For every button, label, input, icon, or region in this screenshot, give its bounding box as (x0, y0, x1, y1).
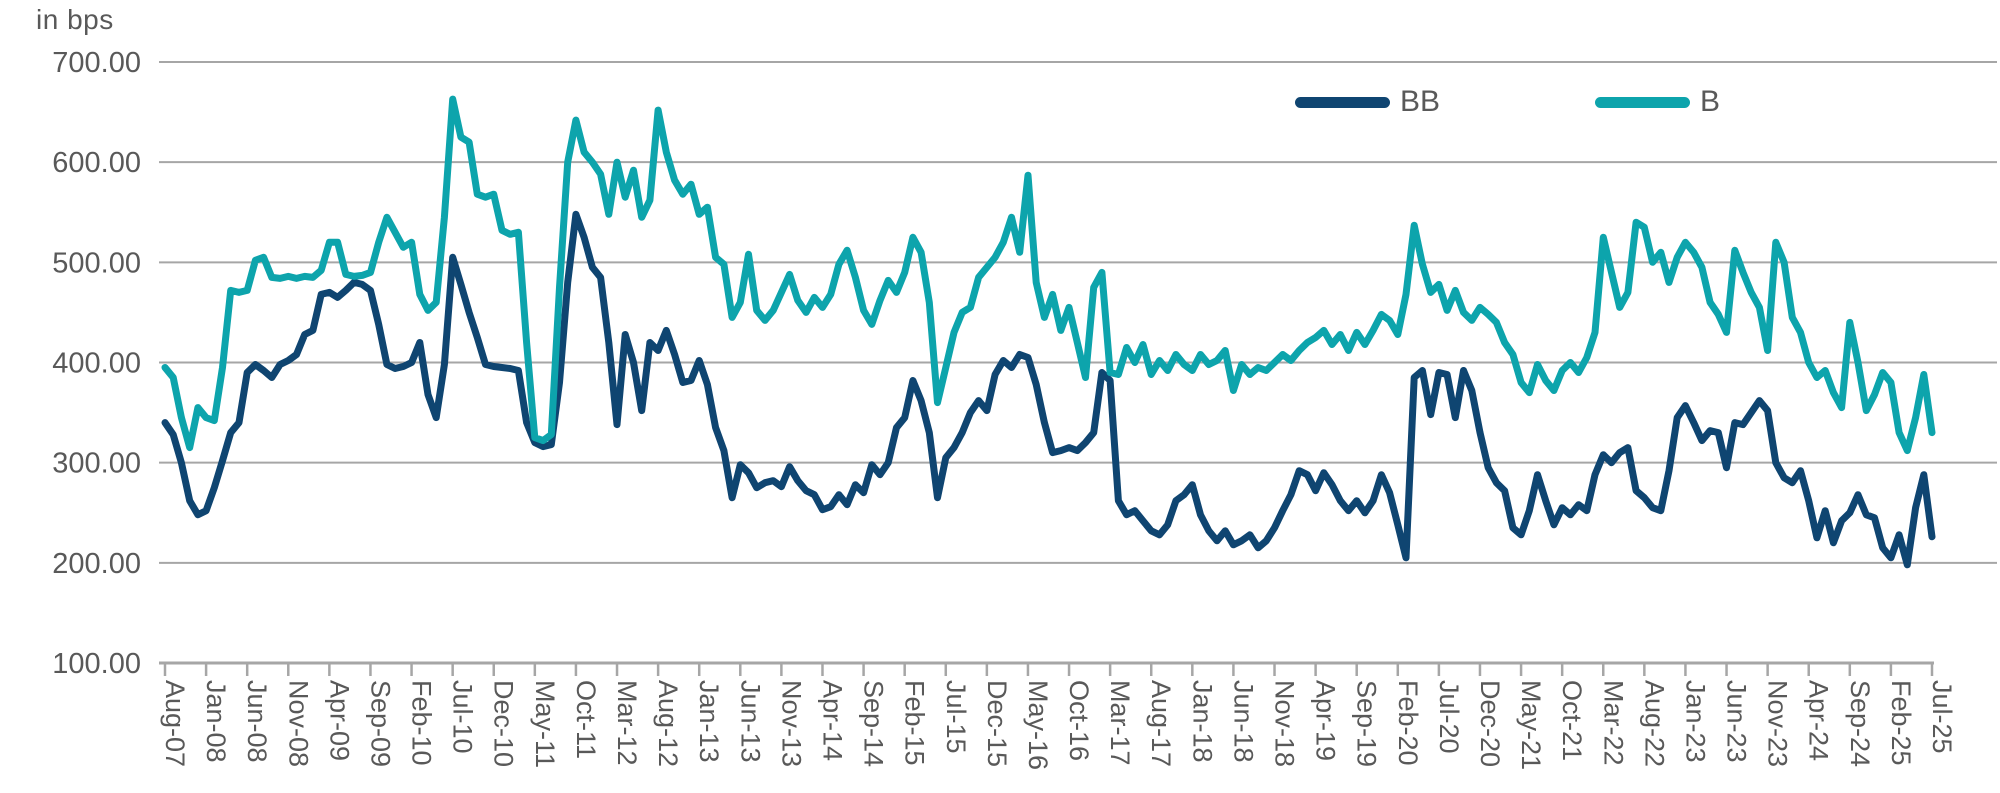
x-tick-label: Jan-18 (1187, 680, 1217, 763)
x-tick-label: Jul-15 (941, 680, 971, 754)
x-tick-label: Sep-09 (365, 680, 395, 767)
x-tick-label: Jul-25 (1927, 680, 1957, 754)
x-tick-label: Oct-16 (1064, 680, 1094, 761)
x-tick-label: Aug-22 (1639, 680, 1669, 767)
x-tick-label: Aug-12 (653, 680, 683, 767)
x-tick-label: Dec-20 (1475, 680, 1505, 767)
x-tick-label: Mar-17 (1105, 680, 1135, 766)
x-tick-label: Aug-07 (160, 680, 190, 767)
x-tick-label: May-11 (530, 680, 560, 768)
legend-label-bb: BB (1400, 85, 1441, 118)
x-tick-label: Jan-13 (694, 680, 724, 763)
x-tick-label: Apr-24 (1804, 680, 1834, 761)
x-tick-label: Jul-10 (448, 680, 478, 754)
legend-swatch-b (1595, 96, 1690, 108)
x-tick-label: Mar-12 (612, 680, 642, 766)
x-tick-label: Oct-21 (1557, 680, 1587, 761)
x-tick-label: Jun-18 (1228, 680, 1258, 763)
x-tick-label: Jun-13 (735, 680, 765, 763)
series-line-bb (161, 210, 1936, 569)
x-tick-label: Sep-19 (1352, 680, 1382, 767)
legend-label-b: B (1700, 85, 1721, 118)
x-tick-label: Aug-17 (1146, 680, 1176, 767)
x-tick-label: Apr-09 (324, 680, 354, 761)
x-tick-label: Dec-10 (489, 680, 519, 767)
x-tick-label: Jan-08 (201, 680, 231, 763)
x-tick-label: Jul-20 (1434, 680, 1464, 754)
legend-item-bb: BB (1295, 85, 1440, 119)
x-tick-label: Mar-22 (1598, 680, 1628, 766)
x-tick-label: May-16 (1023, 680, 1053, 770)
x-tick-label: Sep-24 (1845, 680, 1875, 767)
x-tick-label: Jan-23 (1680, 680, 1710, 763)
x-tick-label: Feb-25 (1886, 680, 1916, 766)
x-tick-label: Dec-15 (982, 680, 1012, 767)
legend-item-b: B (1595, 85, 1720, 119)
x-tick-label: Jun-08 (242, 680, 272, 763)
y-tick-label: 700.00 (52, 47, 141, 79)
y-tick-label: 300.00 (52, 448, 141, 480)
y-axis-unit-label: in bps (36, 4, 114, 35)
x-tick-label: Nov-23 (1763, 680, 1793, 767)
x-tick-label: Oct-11 (571, 680, 601, 759)
legend-swatch-bb (1295, 96, 1390, 108)
x-tick-label: Sep-14 (859, 680, 889, 767)
x-tick-label: May-21 (1516, 680, 1546, 770)
y-tick-label: 200.00 (52, 548, 141, 580)
x-tick-label: Jun-23 (1722, 680, 1752, 763)
x-tick-label: Nov-08 (283, 680, 313, 767)
y-tick-label: 500.00 (52, 247, 141, 279)
x-tick-label: Feb-15 (900, 680, 930, 766)
x-tick-label: Nov-18 (1270, 680, 1300, 767)
y-tick-label: 600.00 (52, 147, 141, 179)
y-tick-label: 400.00 (52, 348, 141, 380)
x-tick-label: Feb-20 (1393, 680, 1423, 766)
x-tick-label: Apr-19 (1311, 680, 1341, 761)
y-tick-label: 100.00 (52, 648, 141, 680)
x-tick-label: Apr-14 (817, 680, 847, 761)
x-tick-label: Feb-10 (407, 680, 437, 766)
series-line-b (161, 95, 1936, 455)
x-tick-label: Nov-13 (776, 680, 806, 767)
